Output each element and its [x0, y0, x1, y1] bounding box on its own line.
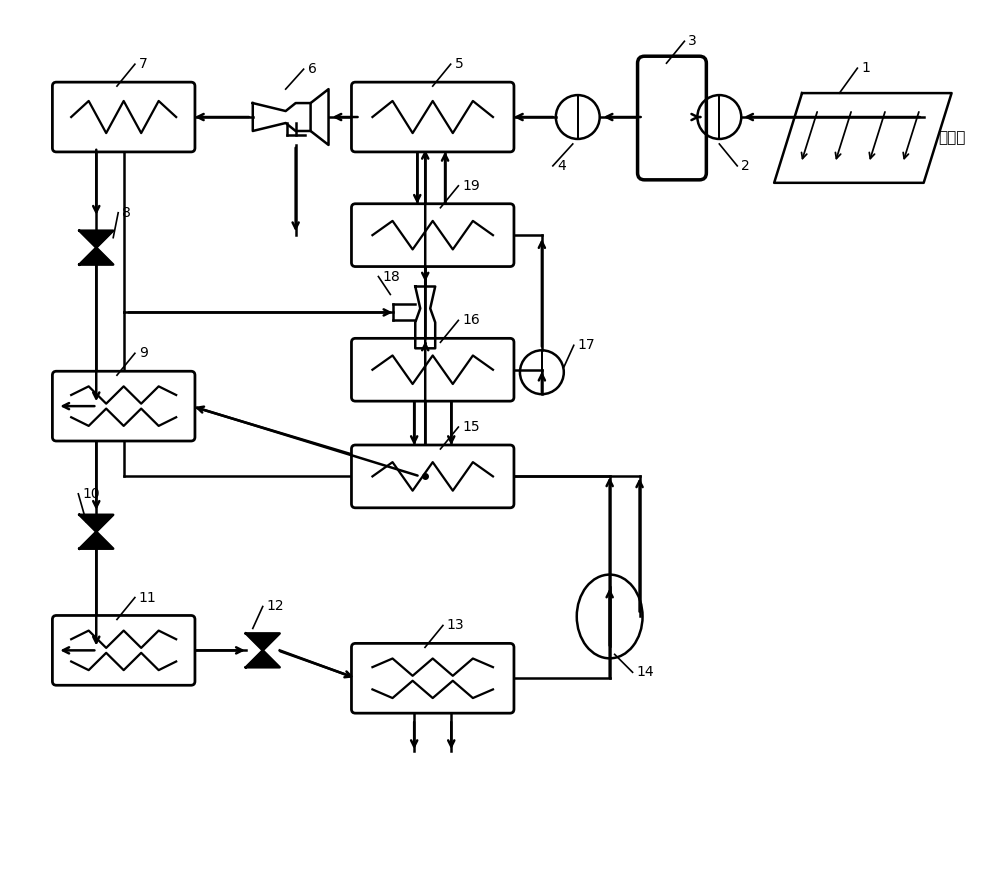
- Text: 9: 9: [139, 346, 148, 360]
- Text: 19: 19: [462, 178, 480, 193]
- FancyBboxPatch shape: [52, 615, 195, 685]
- FancyBboxPatch shape: [52, 82, 195, 152]
- Text: 5: 5: [455, 57, 463, 71]
- Text: 8: 8: [122, 206, 131, 219]
- FancyBboxPatch shape: [351, 338, 514, 401]
- FancyBboxPatch shape: [351, 203, 514, 267]
- Text: 14: 14: [637, 665, 654, 680]
- Text: 15: 15: [462, 420, 480, 434]
- Text: 18: 18: [382, 269, 400, 284]
- Text: 13: 13: [447, 618, 465, 632]
- Text: 12: 12: [267, 599, 284, 614]
- Text: 4: 4: [557, 159, 566, 173]
- Polygon shape: [246, 633, 280, 650]
- Text: 17: 17: [578, 338, 595, 352]
- Text: 1: 1: [861, 62, 870, 75]
- Polygon shape: [79, 532, 113, 549]
- Text: 16: 16: [462, 313, 480, 327]
- Polygon shape: [246, 650, 280, 667]
- FancyBboxPatch shape: [638, 56, 706, 180]
- Polygon shape: [79, 248, 113, 265]
- Text: 6: 6: [308, 62, 316, 76]
- FancyBboxPatch shape: [52, 371, 195, 441]
- Text: 10: 10: [82, 487, 100, 500]
- Text: 2: 2: [741, 159, 750, 173]
- Text: 11: 11: [139, 591, 157, 605]
- Polygon shape: [79, 515, 113, 532]
- FancyBboxPatch shape: [351, 82, 514, 152]
- Text: 3: 3: [688, 34, 697, 48]
- FancyBboxPatch shape: [351, 643, 514, 714]
- Text: 7: 7: [139, 57, 148, 71]
- FancyBboxPatch shape: [351, 445, 514, 508]
- Text: 太阳能: 太阳能: [939, 130, 966, 145]
- Polygon shape: [79, 231, 113, 248]
